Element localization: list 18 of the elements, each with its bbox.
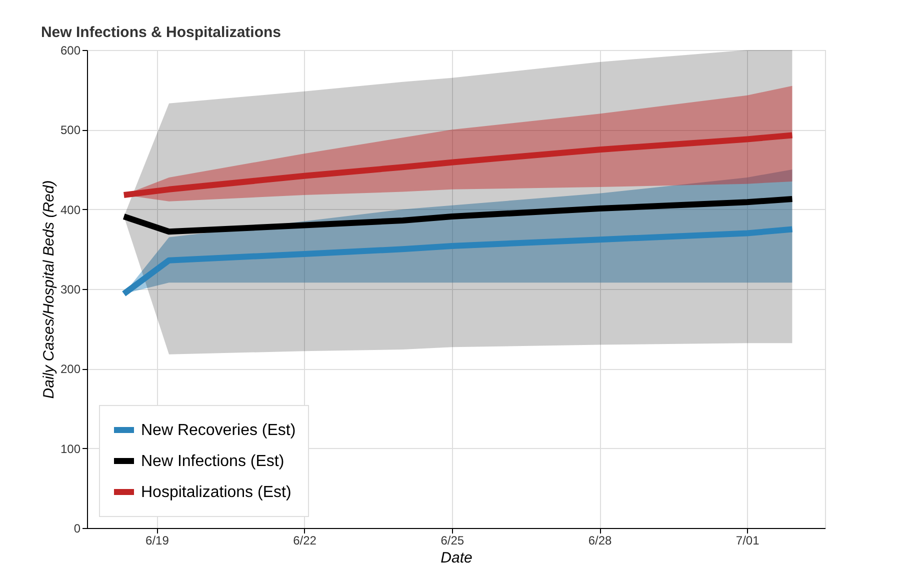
x-axis-title: Date xyxy=(440,550,472,566)
chart-title: New Infections & Hospitalizations xyxy=(40,24,282,41)
y-tick-label: 0 xyxy=(74,522,81,536)
y-tick-label: 100 xyxy=(60,442,81,456)
x-tick-label: 6/28 xyxy=(588,534,612,548)
y-tick-label: 600 xyxy=(60,44,81,58)
legend-label: New Infections (Est) xyxy=(141,453,284,470)
x-tick-label: 7/01 xyxy=(736,534,760,548)
y-tick-label: 200 xyxy=(60,362,81,376)
y-tick-label: 500 xyxy=(60,123,81,138)
x-tick-label: 6/19 xyxy=(146,534,170,548)
x-tick-label: 6/25 xyxy=(440,534,464,548)
y-tick-label: 300 xyxy=(60,282,81,296)
x-tick-label: 6/22 xyxy=(293,534,317,548)
legend-label: New Recoveries (Est) xyxy=(141,422,296,439)
legend-label: Hospitalizations (Est) xyxy=(141,484,292,501)
y-axis-title: Daily Cases/Hospital Beds (Red) xyxy=(40,180,58,399)
y-tick-label: 400 xyxy=(60,202,81,217)
